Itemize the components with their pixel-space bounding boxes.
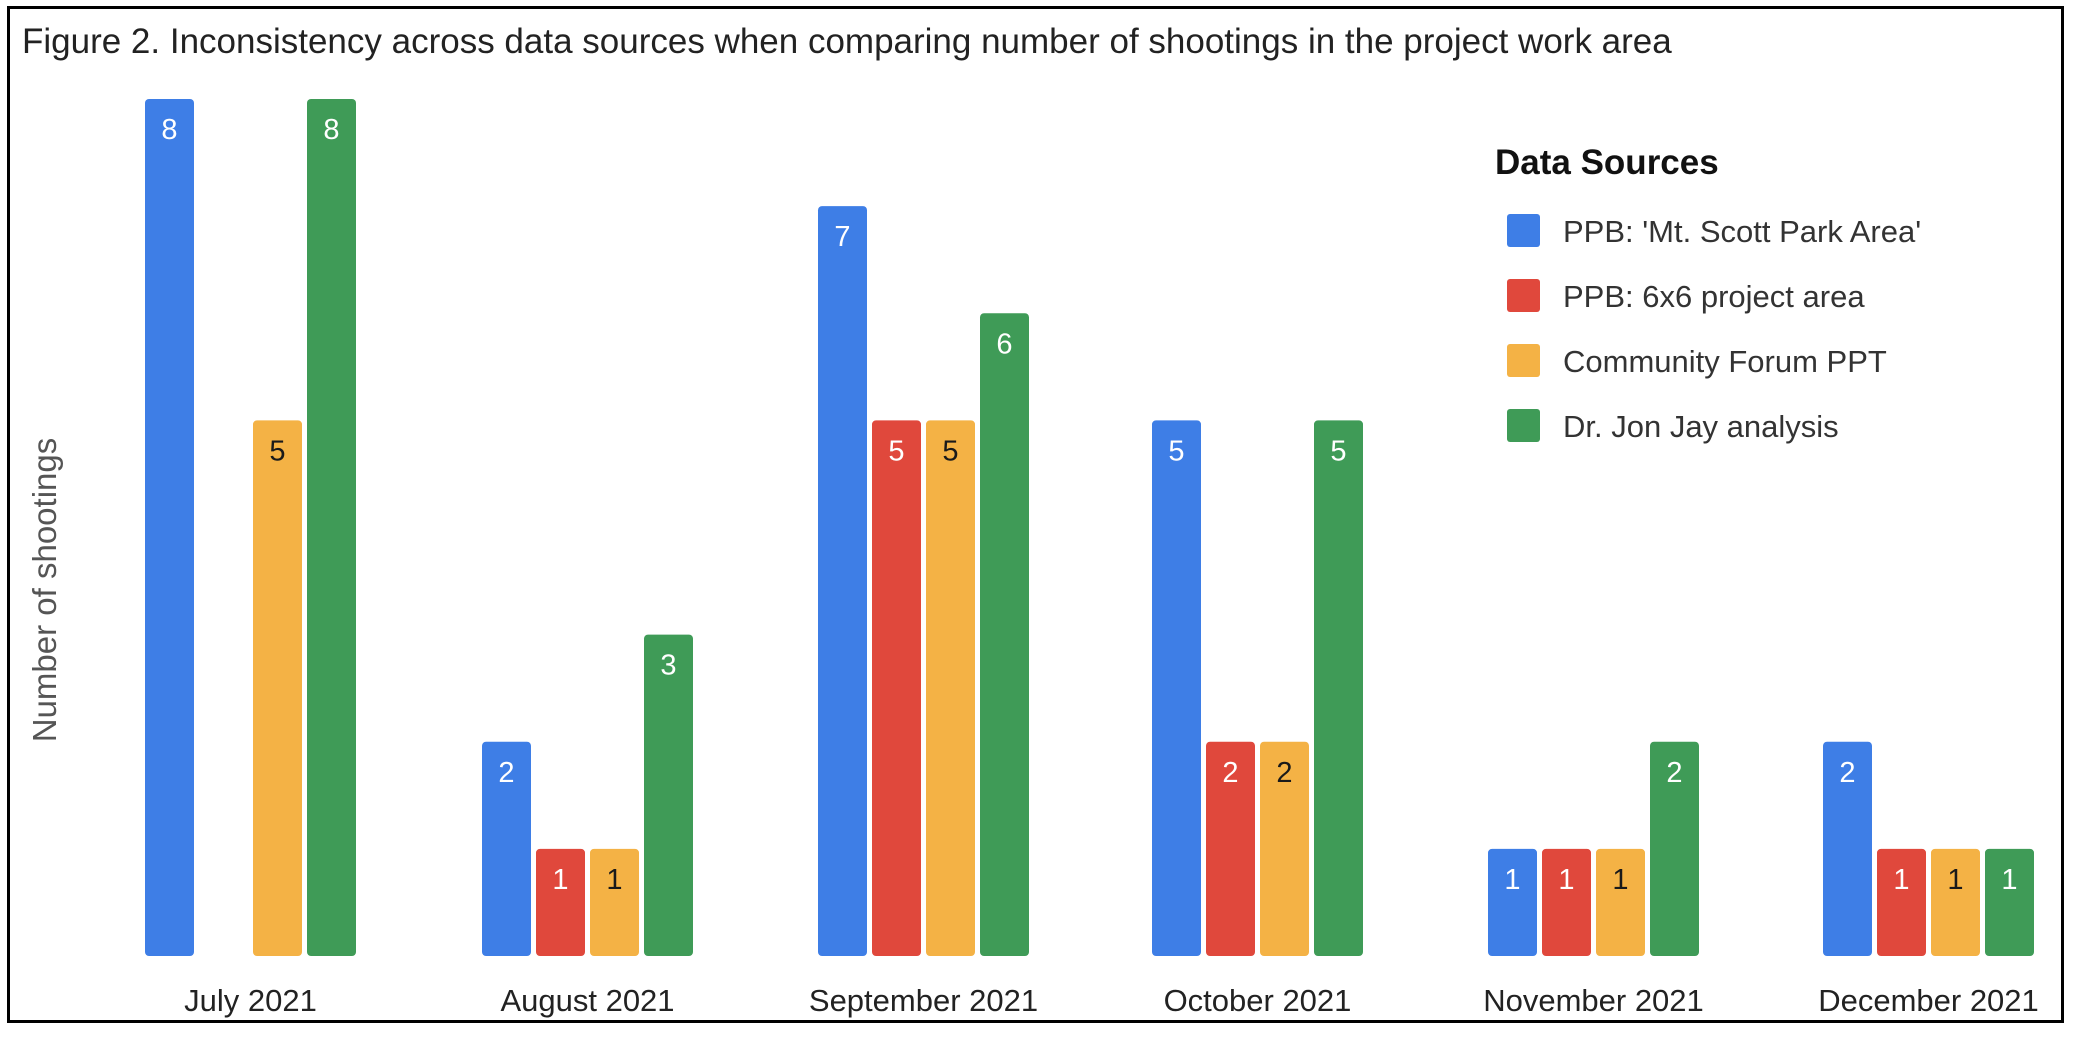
data-label-september-2021-series-1: 7 — [834, 221, 850, 253]
data-label-november-2021-series-4: 2 — [1666, 757, 1682, 789]
data-label-october-2021-series-3: 2 — [1276, 757, 1292, 789]
legend-label-series-4: Dr. Jon Jay analysis — [1563, 409, 1839, 444]
bar-december-2021-series-2 — [1877, 848, 1926, 956]
data-label-july-2021-series-4: 8 — [323, 114, 339, 146]
data-label-december-2021-series-1: 2 — [1839, 757, 1855, 789]
legend-label-series-2: PPB: 6x6 project area — [1563, 279, 1865, 314]
chart-title: Figure 2. Inconsistency across data sour… — [22, 22, 1672, 61]
data-label-september-2021-series-4: 6 — [996, 328, 1012, 360]
x-tick-label-november-2021: November 2021 — [1483, 983, 1704, 1018]
legend-label-series-3: Community Forum PPT — [1563, 344, 1887, 379]
x-axis-tick-labels: July 2021 August 2021 September 2021 Octobe… — [184, 983, 2039, 1018]
data-label-december-2021-series-3: 1 — [1947, 864, 1963, 896]
bar-august-2021-series-3 — [590, 848, 639, 956]
legend-swatch-series-4 — [1507, 409, 1540, 442]
y-axis-label: Number of shootings — [26, 438, 63, 743]
data-label-october-2021-series-2: 2 — [1222, 757, 1238, 789]
bar-july-2021-series-1 — [145, 99, 194, 956]
bar-november-2021-series-4 — [1650, 741, 1699, 956]
bar-september-2021-series-1 — [818, 206, 867, 956]
bar-september-2021-series-4 — [980, 313, 1029, 956]
bar-august-2021-series-2 — [536, 848, 585, 956]
x-tick-label-august-2021: August 2021 — [500, 983, 674, 1018]
data-label-september-2021-series-3: 5 — [942, 435, 958, 467]
legend-swatch-series-2 — [1507, 279, 1540, 312]
bar-october-2021-series-4 — [1314, 420, 1363, 956]
data-label-november-2021-series-3: 1 — [1612, 864, 1628, 896]
legend-swatch-series-3 — [1507, 344, 1540, 377]
data-label-august-2021-series-4: 3 — [660, 650, 676, 682]
bar-july-2021-series-3 — [253, 420, 302, 956]
bar-november-2021-series-3 — [1596, 848, 1645, 956]
legend-title: Data Sources — [1495, 143, 1719, 182]
legend-swatch-series-1 — [1507, 214, 1540, 247]
bar-november-2021-series-1 — [1488, 848, 1537, 956]
bars-group: 8 5 8 2 1 1 3 7 5 5 6 5 2 2 5 1 1 1 2 2 1 1 1 — [145, 99, 2034, 956]
data-label-december-2021-series-4: 1 — [2001, 864, 2017, 896]
bar-december-2021-series-3 — [1931, 848, 1980, 956]
bar-july-2021-series-4 — [307, 99, 356, 956]
data-label-september-2021-series-2: 5 — [888, 435, 904, 467]
bar-august-2021-series-1 — [482, 741, 531, 956]
data-label-november-2021-series-2: 1 — [1558, 864, 1574, 896]
bar-november-2021-series-2 — [1542, 848, 1591, 956]
bar-december-2021-series-4 — [1985, 848, 2034, 956]
x-tick-label-july-2021: July 2021 — [184, 983, 317, 1018]
bar-september-2021-series-3 — [926, 420, 975, 956]
data-label-october-2021-series-4: 5 — [1330, 435, 1346, 467]
x-tick-label-december-2021: December 2021 — [1818, 983, 2039, 1018]
x-tick-label-october-2021: October 2021 — [1164, 983, 1352, 1018]
data-label-july-2021-series-1: 8 — [161, 114, 177, 146]
data-label-october-2021-series-1: 5 — [1168, 435, 1184, 467]
bar-october-2021-series-2 — [1206, 741, 1255, 956]
data-label-august-2021-series-3: 1 — [606, 864, 622, 896]
bar-october-2021-series-1 — [1152, 420, 1201, 956]
legend: Data Sources PPB: 'Mt. Scott Park Area' P… — [1495, 143, 1921, 444]
x-tick-label-september-2021: September 2021 — [809, 983, 1038, 1018]
data-label-november-2021-series-1: 1 — [1504, 864, 1520, 896]
bar-december-2021-series-1 — [1823, 741, 1872, 956]
data-label-december-2021-series-2: 1 — [1893, 864, 1909, 896]
data-label-august-2021-series-2: 1 — [552, 864, 568, 896]
data-label-august-2021-series-1: 2 — [498, 757, 514, 789]
data-label-july-2021-series-3: 5 — [269, 435, 285, 467]
bar-october-2021-series-3 — [1260, 741, 1309, 956]
bar-august-2021-series-4 — [644, 634, 693, 956]
bar-september-2021-series-2 — [872, 420, 921, 956]
legend-label-series-1: PPB: 'Mt. Scott Park Area' — [1563, 214, 1921, 249]
